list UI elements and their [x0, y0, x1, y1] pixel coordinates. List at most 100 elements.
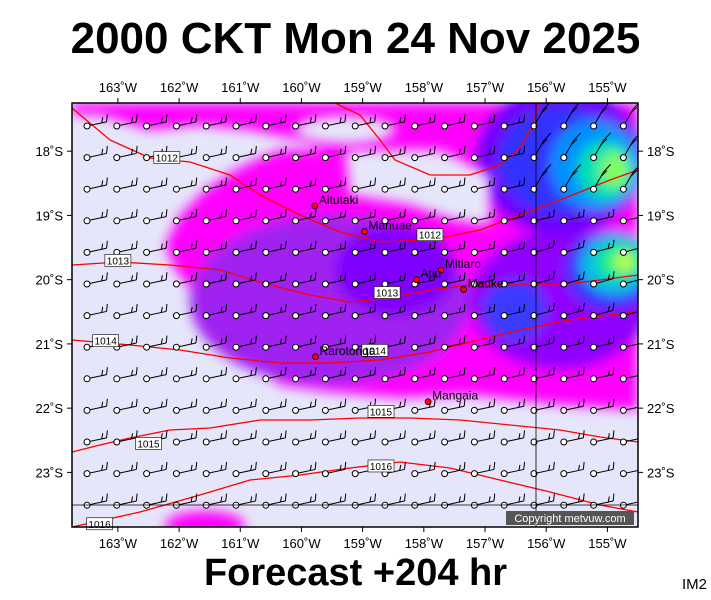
wind-barb — [202, 303, 228, 320]
island-mitiaro: Mitiaro — [437, 257, 481, 274]
wind-barb — [292, 177, 317, 193]
lon-label-top: 157˚W — [466, 80, 505, 95]
wind-barb — [470, 209, 496, 225]
wind-barb — [441, 177, 466, 193]
isobar-label: 1016 — [367, 459, 395, 473]
wind-barb — [172, 303, 198, 320]
wind-barb — [619, 436, 638, 446]
wind-barb — [441, 398, 466, 414]
wind-barb — [441, 240, 466, 256]
wind-barb — [441, 461, 466, 478]
lon-label-top: 156˚W — [527, 80, 566, 95]
lon-label-bottom: 157˚W — [466, 536, 505, 551]
lat-label-right: 19˚S — [647, 208, 675, 223]
wind-barb — [351, 303, 377, 320]
wind-barb — [113, 145, 138, 162]
wind-barb — [113, 177, 138, 193]
lat-label-right: 22˚S — [647, 401, 675, 416]
wind-barb — [500, 461, 526, 478]
svg-text:Atiu: Atiu — [420, 267, 441, 281]
wind-barb — [411, 145, 436, 162]
wind-barb — [500, 398, 526, 414]
wind-barb — [143, 335, 168, 351]
lat-label-left: 22˚S — [36, 401, 64, 416]
wind-barb — [262, 367, 287, 383]
wind-barb — [590, 367, 615, 383]
wind-barb — [262, 272, 287, 288]
wind-barb — [560, 398, 585, 414]
wind-barb — [143, 114, 168, 130]
wind-barb — [619, 134, 638, 162]
wind-barb — [292, 272, 317, 288]
wind-barb — [590, 461, 615, 478]
wind-barb — [83, 272, 108, 288]
wind-barb — [590, 103, 610, 130]
wind-barb — [619, 405, 638, 414]
lat-label-left: 20˚S — [36, 273, 64, 288]
isobar-label: 1012 — [416, 228, 444, 242]
island-atiu: Atiu — [413, 267, 441, 284]
axis-ticks: 163˚W 163˚W 162˚W 162˚W 161˚W 161˚W 160˚W 160˚W… — [36, 80, 675, 551]
lat-label-right: 20˚S — [647, 273, 675, 288]
island-mangaia: Mangaia — [424, 389, 478, 406]
svg-text:Mangaia: Mangaia — [432, 389, 478, 403]
wind-barb — [232, 461, 257, 478]
wind-barb — [381, 493, 406, 509]
wind-barb — [530, 239, 556, 256]
wind-barb — [470, 177, 496, 193]
wind-barb — [292, 430, 317, 446]
wind-barb — [83, 114, 108, 130]
wind-barb — [590, 164, 612, 193]
wind-barb — [202, 335, 228, 351]
wind-barb — [172, 398, 198, 414]
wind-barb — [232, 209, 257, 225]
wind-barb — [560, 335, 585, 351]
wind-barb — [321, 367, 347, 383]
copyright-badge: Copyright metvuw.com — [506, 511, 634, 525]
wind-barb — [351, 177, 377, 193]
wind-barb — [530, 271, 556, 288]
wind-barb — [262, 430, 287, 446]
wind-barb — [590, 430, 615, 446]
wind-barb — [500, 430, 526, 446]
wind-barb — [351, 430, 377, 446]
lon-label-bottom: 155˚W — [588, 536, 627, 551]
wind-barb — [321, 272, 347, 288]
wind-barb — [560, 103, 580, 130]
wind-barb — [470, 303, 496, 320]
wind-barb — [83, 177, 108, 193]
wind-barb — [411, 240, 436, 256]
copyright-text: Copyright metvuw.com — [514, 513, 625, 525]
wind-barb — [262, 335, 287, 351]
wind-barb — [560, 132, 582, 162]
wind-barb — [381, 177, 406, 193]
wind-barb — [590, 239, 615, 256]
wind-barb — [351, 145, 377, 162]
wind-barb — [381, 367, 406, 383]
wind-barb — [83, 398, 108, 414]
wind-barb — [619, 246, 638, 256]
svg-text:1015: 1015 — [137, 439, 160, 450]
svg-text:Rarotonga: Rarotonga — [320, 344, 376, 358]
wind-barb — [500, 177, 526, 193]
wind-barb — [381, 209, 406, 225]
wind-barb — [590, 335, 615, 351]
isobar-1012-north — [334, 103, 541, 176]
wind-barb — [500, 303, 526, 320]
wind-barb — [351, 398, 377, 414]
wind-barb — [202, 398, 228, 414]
wind-barb — [441, 272, 466, 288]
wind-barb — [113, 461, 138, 478]
wind-barb — [619, 215, 638, 225]
isobar-labels: 1012 1012 1013 1013 1014 1014 1015 1015 1016 1016 — [86, 151, 444, 531]
wind-barb — [321, 430, 347, 446]
wind-barb — [441, 367, 466, 383]
map-frame — [71, 102, 639, 528]
wind-barb — [83, 461, 108, 478]
wind-barb — [500, 335, 526, 351]
wind-barb — [172, 335, 198, 351]
wind-barb — [560, 302, 585, 320]
wind-barb — [351, 209, 377, 225]
wind-barb — [560, 239, 585, 256]
page-title: 2000 CKT Mon 24 Nov 2025 — [70, 14, 641, 63]
